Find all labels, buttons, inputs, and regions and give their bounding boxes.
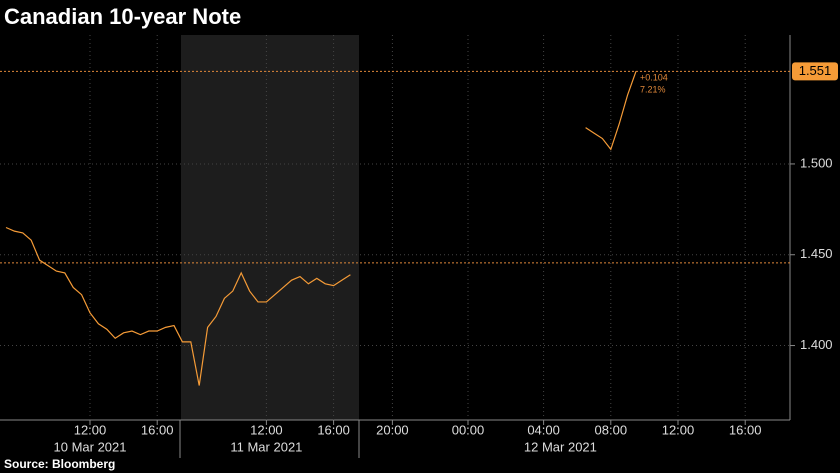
x-tick-label: 12:00 (250, 422, 283, 437)
price-line (5, 71, 637, 386)
date-label: 10 Mar 2021 (54, 439, 127, 454)
last-value-box (792, 62, 838, 81)
x-tick-label: 00:00 (452, 422, 485, 437)
x-tick-label: 16:00 (141, 422, 174, 437)
x-tick-label: 16:00 (317, 422, 350, 437)
x-tick-label: 12:00 (74, 422, 107, 437)
source: Source: Bloomberg (4, 457, 115, 471)
x-tick-label: 20:00 (376, 422, 409, 437)
y-tick-label: 1.500 (800, 155, 833, 170)
last-value-label: 1.551 (799, 63, 832, 78)
chart-title: Canadian 10-year Note (4, 4, 241, 29)
y-tick-label: 1.400 (800, 337, 833, 352)
y-tick-label: 1.450 (800, 246, 833, 261)
annotation: +0.104 (640, 72, 668, 82)
annotation: 7.21% (640, 84, 666, 94)
x-tick-label: 16:00 (729, 422, 762, 437)
x-tick-label: 04:00 (527, 422, 560, 437)
session-shade (181, 35, 359, 420)
date-label: 11 Mar 2021 (230, 439, 302, 454)
date-label: 12 Mar 2021 (524, 439, 597, 454)
x-tick-label: 08:00 (595, 422, 628, 437)
x-tick-label: 12:00 (662, 422, 695, 437)
